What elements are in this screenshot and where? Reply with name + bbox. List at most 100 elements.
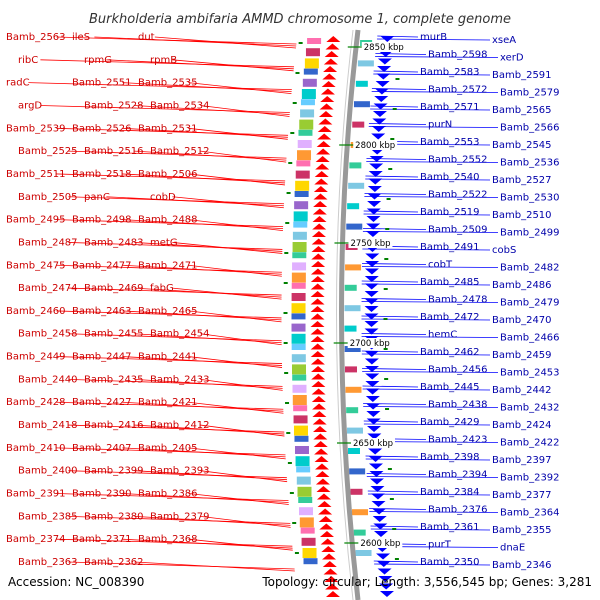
forward-gene-arrow xyxy=(310,268,325,275)
kbp-label-bg xyxy=(361,42,406,52)
gene-label-left: Bamb_2506 xyxy=(138,169,198,180)
gene-label-right: murB xyxy=(420,32,447,43)
reverse-gene-arrow xyxy=(364,283,379,290)
gene-label-left: Bamb_2487 xyxy=(18,237,78,248)
leader-line-right xyxy=(365,458,491,461)
gene-label-left: argD xyxy=(18,100,42,111)
leader-line-left xyxy=(56,401,284,410)
forward-gene-arrow xyxy=(312,208,327,215)
gene-label-right: Bamb_2510 xyxy=(492,210,552,221)
gene-label-left: panC xyxy=(84,192,110,203)
gene-label-right: Bamb_2478 xyxy=(428,295,488,306)
gene-label-left: Bamb_2418 xyxy=(18,420,78,431)
gene-label-right: Bamb_2398 xyxy=(420,452,480,463)
reverse-gene-arrow xyxy=(364,351,379,357)
leader-line-right xyxy=(361,283,491,286)
feature-block-left xyxy=(295,180,310,191)
leader-line-left xyxy=(172,59,294,72)
reverse-gene-arrow xyxy=(375,81,390,87)
leader-line-right xyxy=(361,318,491,321)
forward-gene-arrow xyxy=(323,568,338,575)
gene-label-left: Bamb_2551 xyxy=(72,78,132,89)
gene-label-left: Bamb_2465 xyxy=(138,306,198,317)
gene-label-left: Bamb_2410 xyxy=(6,443,66,454)
gene-label-left: Bamb_2390 xyxy=(72,489,132,500)
gene-label-left: Bamb_2440 xyxy=(18,374,78,385)
kbp-scale-labels: 2850 kbp 2800 kbp 2750 kbp 2700 kbp 2650 kbp… xyxy=(333,42,406,549)
forward-gene-arrow xyxy=(310,343,325,350)
forward-gene-arrow xyxy=(310,298,325,305)
feature-block-left xyxy=(291,272,306,283)
forward-gene-arrow xyxy=(321,546,336,552)
forward-gene-arrow xyxy=(316,141,331,147)
reverse-gene-arrow xyxy=(364,328,379,335)
gene-label-right: hemC xyxy=(428,330,457,341)
gene-label-left: Bamb_2483 xyxy=(84,237,144,248)
tick-mark-right xyxy=(385,408,390,410)
reverse-gene-arrow xyxy=(366,216,381,222)
gene-label-left: Bamb_2477 xyxy=(72,260,132,271)
forward-strand-genes xyxy=(310,36,341,597)
feature-block-left xyxy=(295,456,310,467)
tick-mark-left xyxy=(285,222,290,224)
leader-line-right xyxy=(371,91,499,93)
kbp-label-bg xyxy=(347,338,392,348)
reverse-gene-arrow xyxy=(365,396,380,402)
map-title: Burkholderia ambifaria AMMD chromosome 1… xyxy=(89,12,511,27)
reverse-gene-arrow xyxy=(364,321,379,327)
leader-line-right xyxy=(362,388,491,391)
feature-block-right xyxy=(344,325,357,332)
gene-label-right: Bamb_2583 xyxy=(420,67,480,78)
reverse-gene-arrow xyxy=(372,516,387,522)
gene-label-right: Bamb_2438 xyxy=(428,400,488,411)
leader-line-left xyxy=(172,287,282,300)
leader-line-left xyxy=(94,36,297,47)
forward-gene-arrow xyxy=(311,366,326,372)
forward-gene-arrow xyxy=(320,538,335,545)
reverse-gene-arrow xyxy=(367,186,382,192)
gene-label-right: Bamb_2384 xyxy=(420,487,480,498)
reverse-gene-arrow xyxy=(372,508,387,515)
forward-gene-arrow xyxy=(310,321,325,327)
reverse-gene-arrow xyxy=(378,576,393,582)
gene-label-left: Bamb_2433 xyxy=(150,374,210,385)
right-gene-labels: murB xseA Bamb_2598 xerD Bamb_2583 Bamb_2591 B… xyxy=(420,32,560,571)
gene-label-left: Bamb_2463 xyxy=(72,306,132,317)
feature-block-left xyxy=(291,344,306,350)
leader-line-left xyxy=(188,264,282,277)
reverse-gene-arrow xyxy=(364,358,379,365)
feature-block-left xyxy=(297,486,312,497)
gene-label-right: Bamb_2485 xyxy=(420,277,480,288)
leader-line-right xyxy=(370,108,491,111)
forward-gene-arrow xyxy=(318,118,333,125)
tick-mark-right xyxy=(383,348,388,350)
feature-block-left xyxy=(303,68,318,75)
forward-gene-arrow xyxy=(319,103,334,110)
forward-gene-arrow xyxy=(318,516,333,522)
gene-label-left: Bamb_2368 xyxy=(138,534,198,545)
forward-gene-arrow xyxy=(310,306,325,312)
leader-line-right xyxy=(361,336,499,338)
reverse-gene-arrow xyxy=(379,583,394,590)
gene-label-left: Bamb_2416 xyxy=(84,420,144,431)
reverse-gene-arrow xyxy=(376,73,391,80)
gene-label-left: Bamb_2399 xyxy=(84,466,144,477)
gene-label-right: Bamb_2536 xyxy=(500,158,560,169)
forward-gene-arrow xyxy=(311,246,326,252)
feature-block-left xyxy=(297,150,312,161)
leader-line-right xyxy=(361,266,499,268)
forward-gene-arrow xyxy=(311,238,326,245)
gene-label-left: cobD xyxy=(150,192,176,203)
reverse-gene-arrow xyxy=(368,171,383,177)
left-gene-labels: Bamb_2563 ileS dut ribC rpmG rpmB radC Bamb_255… xyxy=(6,32,210,568)
feature-block-left xyxy=(294,201,309,210)
forward-gene-arrow xyxy=(322,73,337,80)
forward-gene-arrow xyxy=(316,493,331,500)
reverse-gene-arrow xyxy=(371,133,386,140)
gene-label-left: Bamb_2531 xyxy=(138,123,198,134)
gene-label-right: Bamb_2540 xyxy=(420,172,480,183)
feature-block-right xyxy=(355,80,368,87)
forward-gene-arrow xyxy=(324,51,339,57)
reverse-gene-arrow xyxy=(366,418,381,425)
